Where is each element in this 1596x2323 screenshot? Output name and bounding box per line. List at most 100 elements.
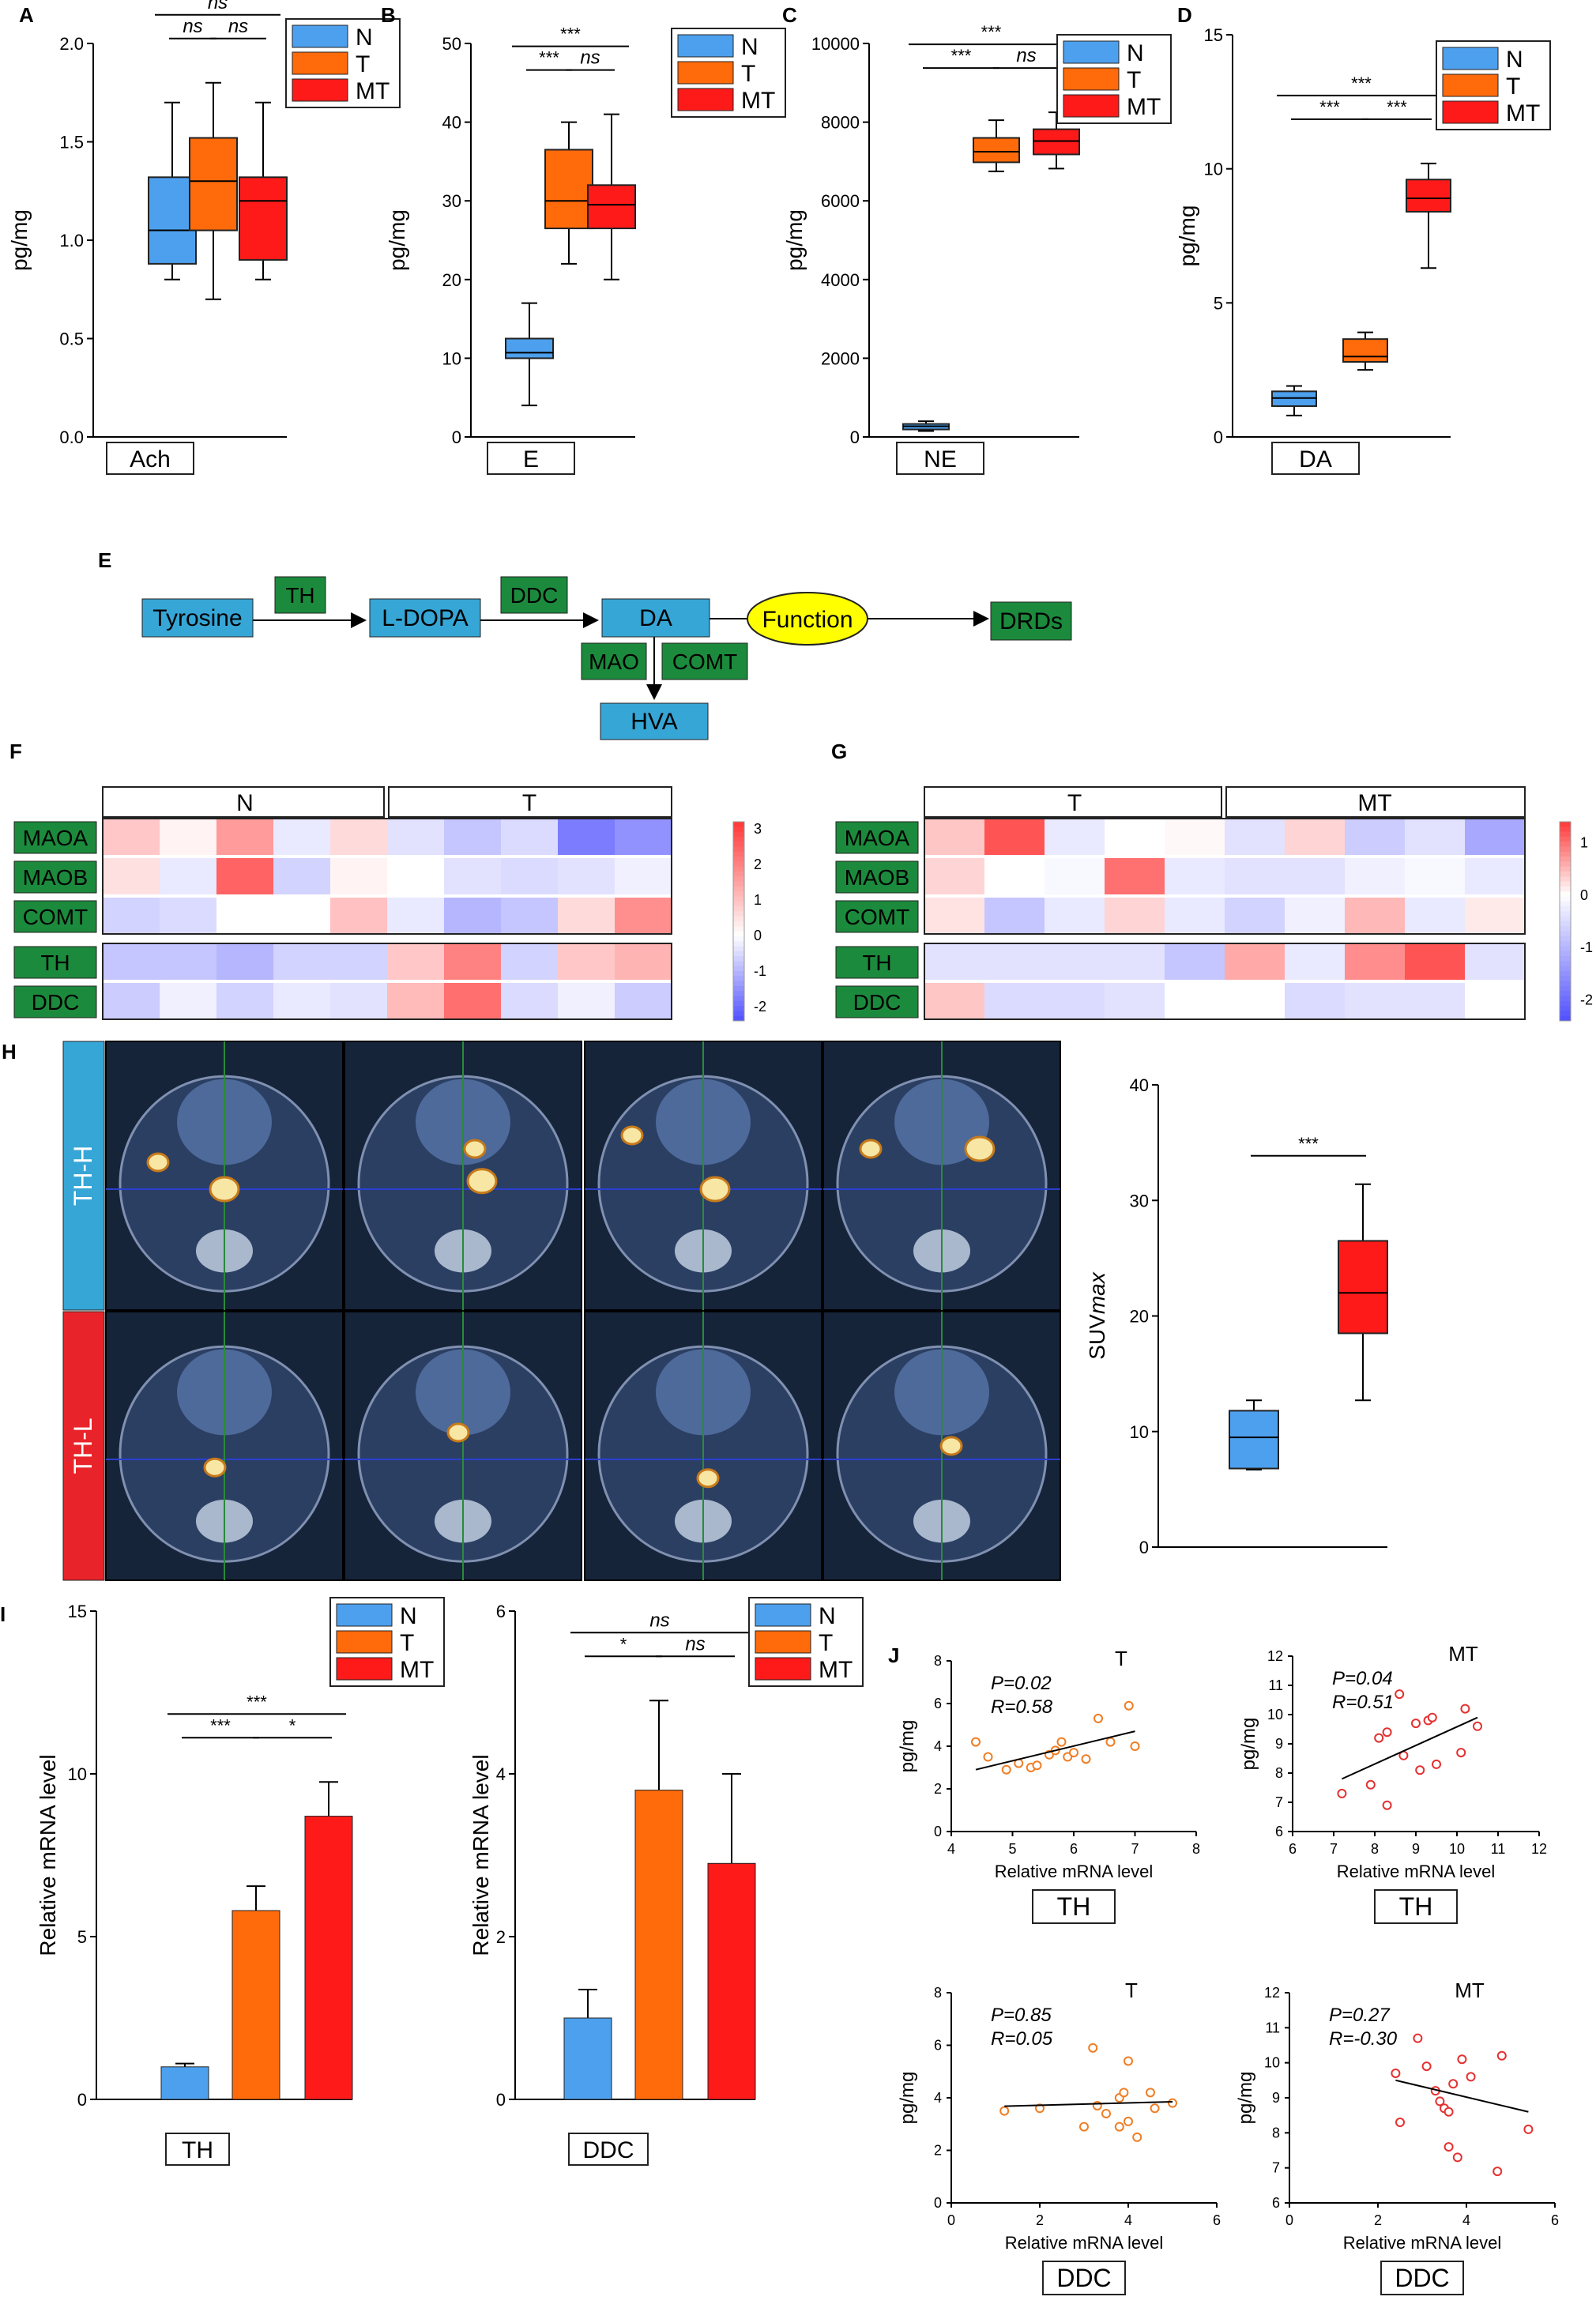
pet-hotspot bbox=[463, 1139, 487, 1159]
legend-label: N bbox=[1506, 47, 1523, 73]
stat-r: R=-0.30 bbox=[1329, 2028, 1398, 2050]
scale-segment bbox=[733, 996, 744, 1002]
panel-letter-e: E bbox=[98, 548, 111, 572]
scale-segment bbox=[733, 831, 744, 838]
x-tick-label: 12 bbox=[1531, 1841, 1547, 1857]
bar bbox=[563, 2017, 612, 2100]
legend-label: T bbox=[1127, 67, 1141, 93]
stat-p: P=0.27 bbox=[1329, 2005, 1391, 2026]
scatter-point bbox=[1374, 1733, 1384, 1743]
node-ldopa: L-DOPA bbox=[382, 605, 468, 631]
y-axis-label: pg/mg bbox=[897, 1720, 918, 1773]
y-tick-label: 8 bbox=[934, 1653, 942, 1669]
heat-cell bbox=[1465, 819, 1525, 855]
scale-segment bbox=[733, 861, 744, 868]
y-tick-label: 12 bbox=[1267, 1648, 1283, 1664]
stat-r: R=0.51 bbox=[1332, 1692, 1394, 1713]
x-category-box bbox=[165, 2133, 230, 2166]
y-tick-label: 50 bbox=[442, 34, 461, 54]
y-tick-label: 7 bbox=[1272, 2160, 1280, 2176]
box-body bbox=[1406, 179, 1451, 213]
legend-label: MT bbox=[741, 88, 775, 114]
heat-cell bbox=[615, 858, 672, 894]
heat-cell bbox=[1105, 943, 1165, 980]
scale-segment bbox=[733, 976, 744, 982]
y-tick-label: 11 bbox=[1268, 1677, 1283, 1693]
node-ldopa-box bbox=[369, 598, 481, 638]
heat-cell bbox=[216, 983, 273, 1019]
heat-cell bbox=[1165, 943, 1225, 980]
heat-cell bbox=[387, 858, 444, 894]
scale-tick-label: 0 bbox=[1580, 887, 1588, 903]
stat-r: R=0.58 bbox=[991, 1696, 1053, 1718]
x-tick-label: 7 bbox=[1330, 1841, 1338, 1857]
y-axis-label: pg/mg bbox=[897, 2072, 918, 2125]
scatter-point bbox=[1460, 1704, 1470, 1714]
y-tick-label: 10 bbox=[1264, 2055, 1280, 2071]
scale-segment bbox=[1560, 836, 1571, 842]
x-tick-label: 8 bbox=[1371, 1841, 1379, 1857]
heat-cell bbox=[1465, 943, 1525, 980]
y-tick-label: 0.0 bbox=[59, 427, 84, 447]
x-tick-label: 10 bbox=[1449, 1841, 1465, 1857]
y-tick-label: 20 bbox=[442, 270, 461, 290]
gene-box bbox=[1042, 2261, 1126, 2295]
heat-cell bbox=[1225, 943, 1285, 980]
heat-cell bbox=[924, 858, 984, 894]
scale-segment bbox=[1560, 996, 1571, 1002]
x-tick-label: 2 bbox=[1374, 2212, 1382, 2228]
scatter-point bbox=[1382, 1800, 1392, 1810]
scatter-point bbox=[1382, 1727, 1392, 1738]
heat-cell bbox=[1105, 858, 1165, 894]
enzyme-th-box bbox=[274, 576, 326, 614]
scatter-point bbox=[1124, 2056, 1133, 2066]
row-label-box bbox=[13, 821, 97, 854]
heat-cell bbox=[501, 898, 558, 934]
group-header: MT bbox=[1357, 790, 1391, 816]
legend-swatch bbox=[292, 24, 348, 48]
heat-cell bbox=[984, 943, 1045, 980]
legend-swatch bbox=[677, 34, 734, 58]
y-tick-label: 10 bbox=[1267, 1707, 1283, 1722]
scale-tick-label: 1 bbox=[1580, 835, 1588, 851]
scale-segment bbox=[1560, 906, 1571, 912]
scatter-point bbox=[1466, 2072, 1476, 2082]
scatter-point bbox=[1427, 1712, 1437, 1722]
y-tick-label: 8000 bbox=[821, 113, 860, 133]
scale-segment bbox=[1560, 901, 1571, 907]
scatter-point bbox=[1395, 1689, 1405, 1700]
pet-hotspot bbox=[939, 1436, 963, 1456]
heat-cell bbox=[160, 943, 216, 980]
scatter-point bbox=[1448, 2079, 1459, 2089]
legend-swatch bbox=[755, 1630, 811, 1654]
panel-j-th-t: J 4 5 6 7 8 0 2 4 6 8 pg/mg Relative mRNA level T P=0.… bbox=[888, 1643, 1200, 1924]
y-tick-label: 40 bbox=[1130, 1075, 1149, 1095]
row-label: TH bbox=[40, 951, 70, 975]
legend-label: N bbox=[741, 34, 758, 60]
y-axis-label: SUVmax bbox=[1085, 1271, 1109, 1359]
heat-cell bbox=[387, 943, 444, 980]
scatter-title: MT bbox=[1448, 1642, 1478, 1666]
legend-label: MT bbox=[1127, 94, 1161, 120]
legend-label: N bbox=[1127, 40, 1144, 66]
scale-segment bbox=[733, 857, 744, 862]
stat-p: P=0.02 bbox=[991, 1673, 1052, 1694]
x-axis-label: Relative mRNA level bbox=[1005, 2233, 1164, 2253]
y-tick-label: 8 bbox=[1272, 2125, 1280, 2140]
heat-cell bbox=[103, 943, 160, 980]
scale-segment bbox=[733, 896, 744, 902]
y-tick-label: 1.0 bbox=[59, 231, 84, 250]
heat-cell bbox=[216, 858, 273, 894]
x-axis-label: Relative mRNA level bbox=[1343, 2233, 1502, 2253]
enzyme-ddc-box bbox=[500, 576, 568, 614]
node-hva: HVA bbox=[630, 709, 677, 735]
y-tick-label: 10 bbox=[1204, 160, 1223, 179]
heat-cell bbox=[1225, 858, 1285, 894]
row-label-box bbox=[13, 946, 97, 979]
sig-label: * bbox=[620, 1634, 627, 1654]
y-tick-label: 6 bbox=[1275, 1824, 1283, 1839]
heat-block-frame bbox=[924, 818, 1526, 935]
box-body bbox=[189, 137, 238, 232]
heat-cell bbox=[273, 898, 330, 934]
fit-line bbox=[1004, 2100, 1173, 2107]
